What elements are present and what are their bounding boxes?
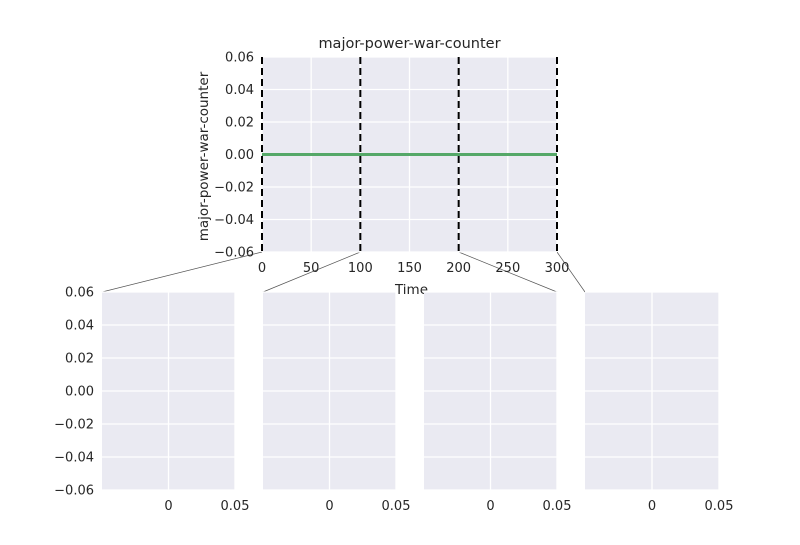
sub-chart-4-x-tick-label: 0.05 (705, 499, 734, 514)
sub-chart-1-x-tick-label: 0 (164, 499, 172, 514)
main-y-tick-label: 0.06 (225, 51, 254, 66)
main-y-tick-label: 0.04 (225, 83, 254, 98)
sub-chart-1: 0 0.05 −0.06 −0.04 −0.02 0.00 0.02 0.04 0.06 (54, 286, 249, 515)
sub-chart-2-x-tick-label: 0 (325, 499, 333, 514)
main-y-axis-label: major-power-war-counter (196, 71, 212, 241)
main-axes: 0 50 100 150 200 250 300 −0.06 −0.04 −0.02 0.00 0.0… (214, 51, 569, 277)
zoom-connectors (101, 251, 586, 293)
main-chart: 0 50 100 150 200 250 300 −0.06 −0.04 −0.02 0.00 0.0… (196, 36, 569, 298)
main-y-tick-label: −0.06 (214, 246, 254, 261)
zoom-connector-line (556, 251, 586, 293)
sub-chart-1-x-tick-label: 0.05 (221, 499, 250, 514)
main-x-tick-label: 250 (495, 261, 520, 276)
main-title: major-power-war-counter (318, 36, 500, 52)
main-x-tick-label: 300 (545, 261, 570, 276)
sub-charts: 0 0.05−0.06−0.04−0.020.000.020.040.060 0.0… (54, 286, 733, 515)
sub-chart-1-y-tick-label: −0.04 (54, 451, 94, 466)
sub-chart-1-y-tick-label: −0.02 (54, 418, 94, 433)
main-y-tick-label: 0.02 (225, 116, 254, 131)
main-y-tick-label: 0.00 (225, 148, 254, 163)
main-x-tick-label: 0 (258, 261, 266, 276)
sub-chart-2-x-tick-label: 0.05 (382, 499, 411, 514)
zoom-connector-line (262, 251, 361, 293)
sub-chart-2: 0 0.05 (263, 291, 411, 514)
sub-chart-1-y-tick-label: −0.06 (54, 484, 94, 499)
sub-chart-4-x-tick-label: 0 (648, 499, 656, 514)
zoom-connector-line (101, 251, 263, 293)
main-x-tick-label: 50 (303, 261, 320, 276)
sub-chart-1-y-tick-label: 0.00 (65, 385, 94, 400)
sub-chart-4: 0 0.05 (585, 291, 734, 514)
main-x-tick-label: 200 (446, 261, 471, 276)
main-y-tick-label: −0.04 (214, 213, 254, 228)
zoom-connector-line (458, 251, 558, 293)
main-x-tick-label: 100 (348, 261, 373, 276)
main-x-axis-label: Time (394, 282, 428, 298)
sub-chart-3: 0 0.05 (424, 291, 572, 514)
sub-chart-3-x-tick-label: 0.05 (543, 499, 572, 514)
sub-chart-3-x-tick-label: 0 (486, 499, 494, 514)
sub-chart-1-y-tick-label: 0.02 (65, 352, 94, 367)
sub-chart-1-y-tick-label: 0.04 (65, 319, 94, 334)
main-y-tick-label: −0.02 (214, 181, 254, 196)
main-x-tick-label: 150 (397, 261, 422, 276)
sub-chart-1-y-tick-label: 0.06 (65, 286, 94, 301)
